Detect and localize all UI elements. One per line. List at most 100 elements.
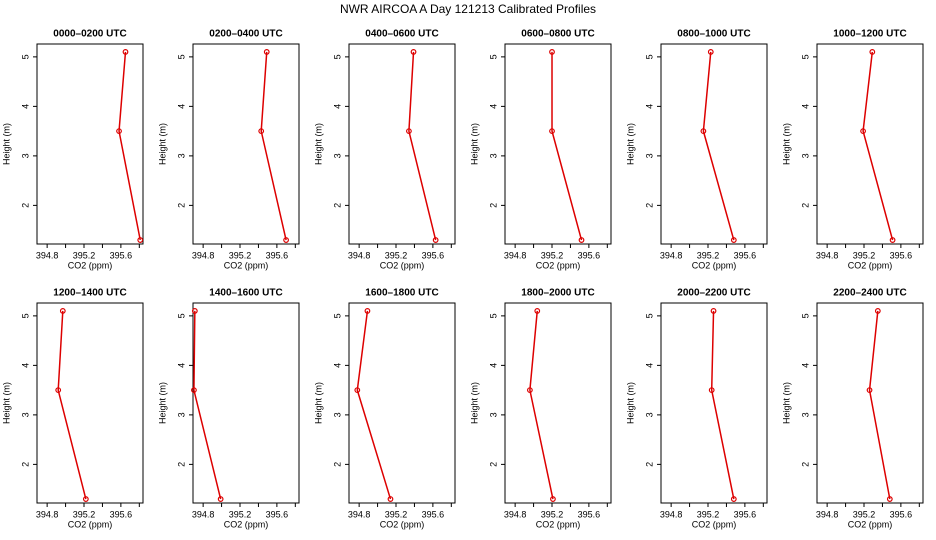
x-tick-label: 395.6 (890, 509, 913, 519)
y-axis-label: Height (m) (625, 123, 635, 165)
y-axis-label: Height (m) (625, 382, 635, 424)
y-axis-label: Height (m) (157, 123, 167, 165)
x-axis-label: CO2 (ppm) (692, 519, 737, 529)
x-tick-label: 395.6 (110, 509, 133, 519)
y-tick-label: 2 (644, 462, 654, 467)
profile-point (122, 49, 129, 55)
plot-frame (192, 43, 300, 245)
y-axis-label: Height (m) (469, 123, 479, 165)
y-tick-label: 5 (332, 54, 342, 59)
x-axis-label: CO2 (ppm) (380, 519, 425, 529)
plot-frame (36, 43, 144, 245)
y-tick-label: 2 (332, 462, 342, 467)
profile-line (702, 51, 735, 241)
y-tick-label: 3 (176, 412, 186, 417)
profile-point (354, 387, 361, 394)
profile-point (730, 496, 737, 502)
panel-title: 0800–1000 UTC (677, 29, 750, 40)
y-tick-label: 4 (20, 363, 30, 368)
profile-point (387, 496, 394, 502)
x-axis-label: CO2 (ppm) (224, 260, 269, 270)
profile-point (191, 308, 198, 314)
y-tick-label: 3 (20, 153, 30, 158)
profile-line (57, 310, 87, 500)
y-axis-label: Height (m) (469, 382, 479, 424)
y-tick-label: 4 (800, 104, 810, 109)
x-tick-label: 394.8 (660, 509, 683, 519)
x-axis-label: CO2 (ppm) (224, 519, 269, 529)
profile-line (551, 51, 583, 241)
y-tick-label: 5 (488, 313, 498, 318)
y-tick-label: 4 (332, 104, 342, 109)
y-tick-label: 3 (644, 153, 654, 158)
profile-point (364, 308, 371, 314)
x-tick-label: 394.8 (36, 250, 59, 260)
y-tick-label: 5 (20, 54, 30, 59)
x-tick-label: 395.6 (422, 250, 445, 260)
y-tick-label: 2 (332, 203, 342, 208)
x-tick-label: 394.8 (660, 250, 683, 260)
x-tick-label: 395.6 (578, 250, 601, 260)
profile-point (578, 237, 585, 243)
profile-point (406, 128, 412, 135)
y-axis-label: Height (m) (313, 382, 323, 424)
profile-point (263, 49, 270, 55)
profile-point (869, 49, 876, 55)
x-tick-label: 394.8 (348, 250, 371, 260)
x-axis-label: CO2 (ppm) (536, 260, 581, 270)
x-tick-label: 395.2 (853, 250, 876, 260)
x-axis-label: CO2 (ppm) (380, 260, 425, 270)
profile-point (217, 496, 224, 502)
y-tick-label: 4 (800, 363, 810, 368)
y-tick-label: 3 (332, 412, 342, 417)
x-tick-label: 395.6 (110, 250, 133, 260)
panel-title: 1600–1800 UTC (365, 288, 438, 299)
profile-point (730, 237, 737, 243)
profile-point (258, 128, 265, 135)
profile-point (59, 308, 66, 314)
y-axis-label: Height (m) (1, 123, 11, 165)
x-tick-label: 395.2 (229, 250, 252, 260)
plot-frame (36, 302, 144, 504)
y-axis-label: Height (m) (313, 123, 323, 165)
profile-point (534, 308, 541, 314)
profile-point (549, 128, 555, 135)
x-tick-label: 394.8 (36, 509, 59, 519)
plot-frame (192, 302, 300, 504)
panel-title: 1400–1600 UTC (209, 288, 282, 299)
profile-point (550, 496, 556, 502)
profile-point (410, 49, 417, 55)
y-tick-label: 2 (800, 462, 810, 467)
y-tick-label: 5 (644, 313, 654, 318)
profile-line (408, 51, 437, 241)
plot-frame (348, 43, 456, 245)
x-tick-label: 395.2 (541, 250, 564, 260)
y-tick-label: 4 (488, 104, 498, 109)
y-tick-label: 2 (176, 462, 186, 467)
y-tick-label: 2 (800, 203, 810, 208)
y-axis-label: Height (m) (781, 382, 791, 424)
x-tick-label: 395.6 (266, 250, 289, 260)
x-axis-label: CO2 (ppm) (536, 519, 581, 529)
panel-title: 2200–2400 UTC (833, 288, 906, 299)
x-tick-label: 395.2 (385, 250, 408, 260)
y-tick-label: 4 (488, 363, 498, 368)
y-axis-label: Height (m) (781, 123, 791, 165)
y-tick-label: 5 (800, 54, 810, 59)
panel-title: 2000–2200 UTC (677, 288, 750, 299)
y-tick-label: 5 (20, 313, 30, 318)
x-tick-label: 394.8 (192, 250, 215, 260)
x-axis-label: CO2 (ppm) (848, 260, 893, 270)
y-tick-label: 3 (800, 153, 810, 158)
profile-point (116, 128, 122, 135)
x-axis-label: CO2 (ppm) (68, 519, 113, 529)
y-tick-label: 4 (644, 363, 654, 368)
y-tick-label: 2 (488, 203, 498, 208)
x-axis-label: CO2 (ppm) (68, 260, 113, 270)
x-tick-label: 395.2 (697, 250, 720, 260)
x-tick-label: 395.6 (578, 509, 601, 519)
panel-title: 0600–0800 UTC (521, 29, 594, 40)
x-tick-label: 394.8 (348, 509, 371, 519)
profile-point (700, 128, 707, 135)
y-tick-label: 2 (488, 462, 498, 467)
